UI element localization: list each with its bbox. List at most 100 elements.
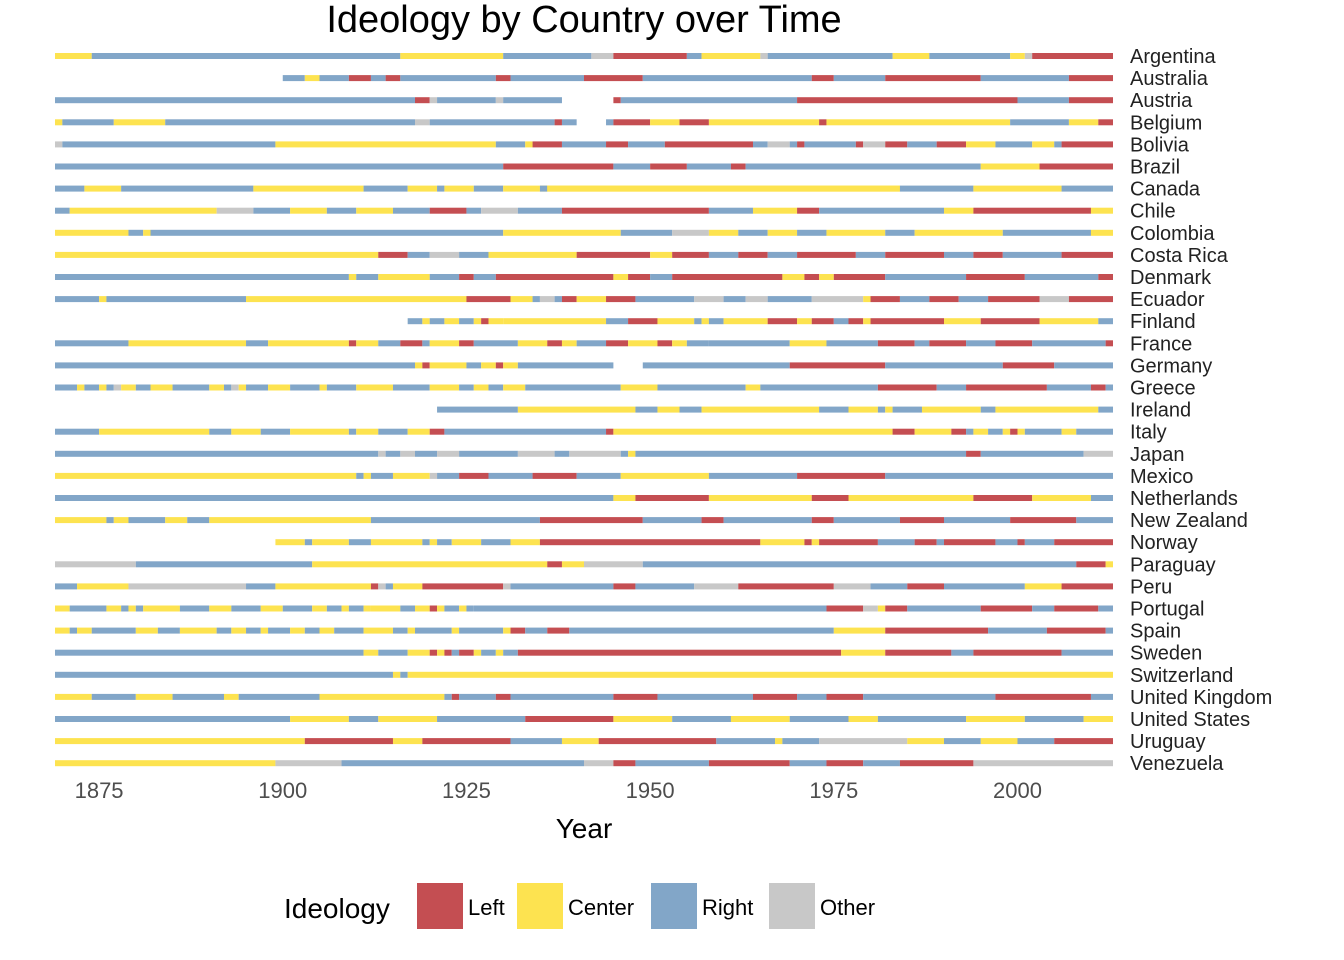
segment-bar bbox=[936, 539, 945, 546]
segment-bar bbox=[1068, 119, 1099, 126]
country-label: Switzerland bbox=[1130, 665, 1233, 687]
segment-bar bbox=[91, 693, 136, 700]
segment-bar bbox=[745, 296, 768, 303]
segment-bar bbox=[1010, 53, 1025, 59]
segment-bar bbox=[62, 141, 276, 148]
segment-bar bbox=[701, 53, 761, 59]
legend: Ideology Left Center Right Other bbox=[284, 883, 875, 929]
segment-bar bbox=[348, 605, 364, 612]
segment-bar bbox=[275, 539, 305, 546]
segment-bar bbox=[797, 472, 886, 479]
segment-bar bbox=[422, 539, 430, 546]
segment-bar bbox=[312, 605, 327, 612]
segment-bar bbox=[510, 296, 533, 303]
segment-bar bbox=[1061, 185, 1113, 192]
segment-bar bbox=[1098, 406, 1113, 413]
segment-bar bbox=[789, 362, 886, 369]
segment-bar bbox=[77, 627, 92, 634]
segment-bar bbox=[899, 185, 974, 192]
segment-bar bbox=[1098, 274, 1113, 280]
country-row bbox=[55, 472, 1113, 479]
segment-bar bbox=[1076, 428, 1113, 435]
segment-bar bbox=[1105, 384, 1113, 391]
segment-bar bbox=[503, 97, 562, 104]
segment-bar bbox=[642, 75, 812, 82]
segment-bar bbox=[1061, 428, 1077, 435]
segment-bar bbox=[106, 384, 114, 391]
segment-bar bbox=[473, 340, 518, 347]
segment-bar bbox=[885, 229, 915, 236]
segment-bar bbox=[907, 583, 945, 590]
segment-bar bbox=[341, 760, 584, 767]
segment-bar bbox=[55, 163, 504, 170]
country-label: Finland bbox=[1130, 311, 1196, 333]
segment-bar bbox=[370, 472, 393, 479]
segment-bar bbox=[385, 75, 401, 82]
country-row bbox=[55, 605, 1113, 612]
segment-bar bbox=[966, 428, 974, 435]
country-row bbox=[55, 561, 1113, 568]
segment-bar bbox=[708, 207, 753, 214]
segment-bar bbox=[635, 406, 658, 413]
segment-bar bbox=[877, 340, 915, 347]
segment-bar bbox=[77, 583, 129, 590]
segment-bar bbox=[69, 605, 107, 612]
segment-bar bbox=[811, 75, 834, 82]
segment-bar bbox=[135, 627, 158, 634]
segment-bar bbox=[885, 75, 981, 82]
segment-bar bbox=[547, 185, 900, 192]
segment-bar bbox=[914, 539, 937, 546]
segment-bar bbox=[723, 318, 768, 325]
segment-bar bbox=[855, 251, 886, 258]
segment-bar bbox=[1083, 450, 1113, 457]
segment-bar bbox=[55, 141, 63, 148]
segment-bar bbox=[407, 428, 430, 435]
segment-bar bbox=[584, 561, 643, 568]
segment-bar bbox=[209, 605, 232, 612]
segment-bar bbox=[826, 760, 864, 767]
country-label: Austria bbox=[1130, 90, 1193, 112]
segment-bar bbox=[135, 693, 173, 700]
segment-bar bbox=[1002, 251, 1062, 258]
segment-bar bbox=[944, 583, 1025, 590]
segment-bar bbox=[223, 693, 239, 700]
segment-bar bbox=[437, 406, 518, 413]
segment-bar bbox=[348, 274, 357, 280]
segment-bar bbox=[1024, 539, 1055, 546]
segment-bar bbox=[819, 738, 908, 745]
segment-bar bbox=[473, 649, 482, 656]
segment-bar bbox=[356, 207, 393, 214]
segment-bar bbox=[532, 472, 577, 479]
segment-bar bbox=[745, 163, 981, 170]
country-label: Bolivia bbox=[1130, 134, 1190, 156]
segment-bar bbox=[848, 716, 878, 722]
segment-bar bbox=[319, 627, 335, 634]
segment-bar bbox=[613, 583, 636, 590]
segment-bar bbox=[459, 627, 504, 634]
segment-bar bbox=[951, 428, 967, 435]
segment-bar bbox=[569, 450, 621, 457]
segment-bar bbox=[128, 340, 247, 347]
segment-bar bbox=[429, 428, 445, 435]
segment-bar bbox=[613, 119, 651, 126]
segment-bar bbox=[1098, 119, 1113, 126]
segment-bar bbox=[429, 649, 438, 656]
segment-bar bbox=[606, 296, 636, 303]
segment-bar bbox=[1105, 340, 1113, 347]
segment-bar bbox=[672, 340, 687, 347]
segment-bar bbox=[811, 495, 849, 501]
x-tick-label: 1975 bbox=[809, 778, 858, 803]
segment-bar bbox=[797, 229, 827, 236]
segment-bar bbox=[231, 627, 247, 634]
segment-bar bbox=[400, 75, 496, 82]
segment-bar bbox=[782, 738, 820, 745]
segment-bar bbox=[708, 495, 812, 501]
segment-bar bbox=[907, 605, 981, 612]
segment-bar bbox=[231, 384, 239, 391]
country-label: Canada bbox=[1130, 179, 1201, 201]
segment-bar bbox=[606, 119, 614, 126]
segment-bar bbox=[694, 296, 724, 303]
segment-bar bbox=[767, 229, 798, 236]
segment-bar bbox=[635, 583, 695, 590]
segment-bar bbox=[929, 296, 959, 303]
